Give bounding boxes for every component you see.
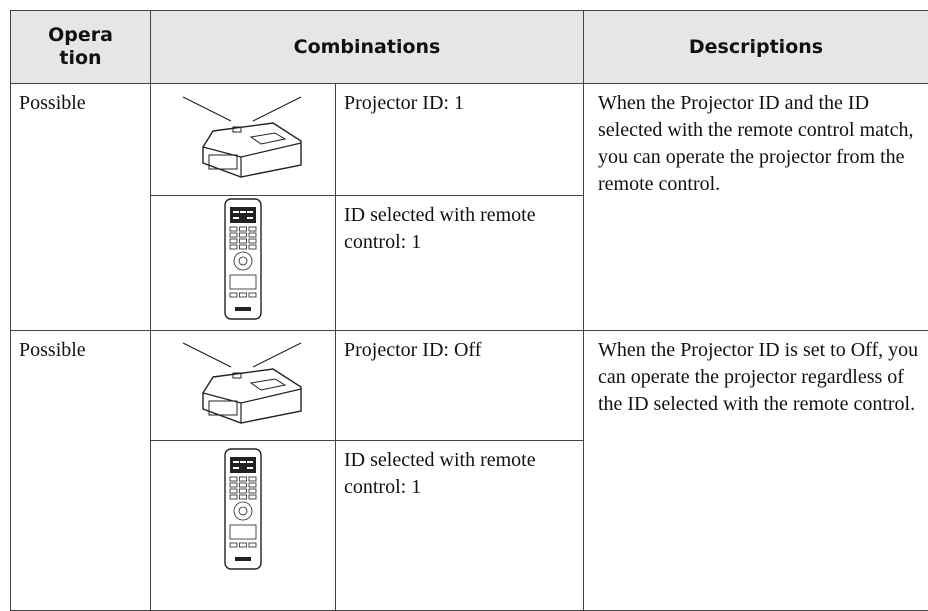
row: Possible Projector ID: 1 When the Projec…: [11, 84, 928, 196]
combination: Projector ID: 1: [336, 84, 584, 196]
header-text: Opera: [17, 24, 144, 47]
remote-icon: [223, 197, 263, 321]
description: When the Projector ID and the ID selecte…: [584, 84, 928, 331]
icon-cell: [151, 196, 336, 331]
projector-icon: [173, 91, 313, 181]
header-text: tion: [17, 47, 144, 70]
description: When the Projector ID is set to Off, you…: [584, 331, 928, 611]
projector-icon: [173, 337, 313, 427]
icon-cell: [151, 441, 336, 611]
operation: Possible: [11, 84, 151, 331]
row: Possible Projector ID: Off When the Proj…: [11, 331, 928, 441]
combination: ID selected with remote control: 1: [336, 196, 584, 331]
combination: ID selected with remote control: 1: [336, 441, 584, 611]
combination: Projector ID: Off: [336, 331, 584, 441]
icon-cell: [151, 331, 336, 441]
header-cell: Combinations: [151, 11, 584, 84]
operation: Possible: [11, 331, 151, 611]
header-cell: Descriptions: [584, 11, 928, 84]
remote-icon: [223, 447, 263, 571]
icon-cell: [151, 84, 336, 196]
